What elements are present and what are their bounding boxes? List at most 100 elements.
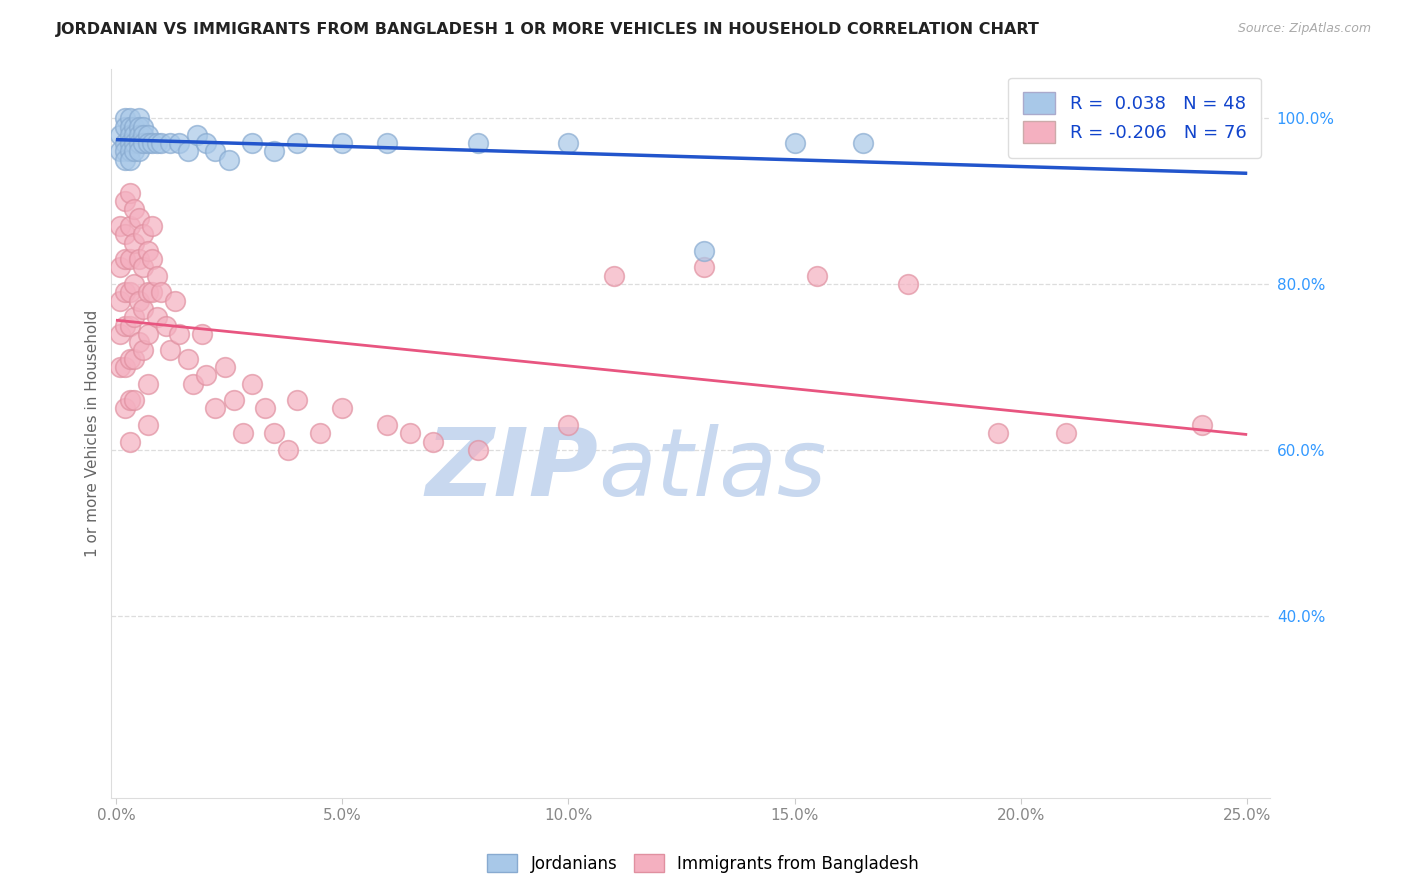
Point (177, 351, 200, 366)
Point (122, 128, 145, 142)
Point (602, 268, 624, 283)
Point (114, 194, 136, 209)
Point (163, 293, 186, 308)
Point (132, 260, 155, 275)
Text: atlas: atlas (598, 425, 827, 516)
Point (114, 227, 136, 242)
Point (128, 145, 150, 159)
Point (128, 128, 150, 142)
Point (128, 120, 150, 134)
Point (114, 136, 136, 150)
Point (277, 442, 299, 457)
Point (145, 310, 167, 325)
Point (110, 359, 132, 374)
Point (122, 310, 145, 325)
Point (136, 244, 159, 258)
Point (169, 136, 191, 150)
Point (285, 136, 308, 150)
Y-axis label: 1 or more Vehicles in Household: 1 or more Vehicles in Household (86, 310, 100, 557)
Point (118, 285, 141, 300)
Point (557, 136, 579, 150)
Point (330, 401, 353, 416)
Point (136, 376, 159, 391)
Point (204, 401, 226, 416)
Point (263, 426, 285, 441)
Point (128, 211, 150, 225)
Point (110, 145, 132, 159)
Point (118, 186, 141, 200)
Point (136, 417, 159, 432)
Point (145, 268, 167, 283)
Point (987, 426, 1010, 441)
Point (195, 136, 218, 150)
Point (110, 293, 132, 308)
Point (122, 120, 145, 134)
Point (110, 128, 132, 142)
Point (118, 252, 141, 267)
Text: JORDANIAN VS IMMIGRANTS FROM BANGLADESH 1 OR MORE VEHICLES IN HOUSEHOLD CORRELAT: JORDANIAN VS IMMIGRANTS FROM BANGLADESH … (56, 22, 1040, 37)
Point (114, 285, 136, 300)
Point (128, 335, 150, 350)
Point (330, 136, 353, 150)
Point (399, 426, 422, 441)
Point (136, 326, 159, 341)
Point (186, 128, 208, 142)
Point (114, 401, 136, 416)
Point (122, 277, 145, 291)
Point (693, 260, 716, 275)
Point (897, 277, 920, 291)
Point (1191, 417, 1213, 432)
Point (806, 268, 828, 283)
Point (195, 368, 218, 383)
Point (222, 393, 245, 408)
Point (141, 285, 163, 300)
Point (132, 120, 155, 134)
Point (118, 120, 141, 134)
Point (118, 318, 141, 333)
Point (114, 120, 136, 134)
Point (136, 285, 159, 300)
Point (128, 136, 150, 150)
Point (218, 153, 240, 167)
Point (128, 293, 150, 308)
Text: ZIP: ZIP (425, 424, 598, 516)
Point (132, 301, 155, 316)
Point (169, 326, 191, 341)
Point (122, 136, 145, 150)
Point (132, 343, 155, 358)
Point (128, 252, 150, 267)
Point (150, 285, 173, 300)
Point (214, 359, 236, 374)
Point (232, 426, 254, 441)
Point (122, 351, 145, 366)
Point (114, 112, 136, 126)
Point (145, 136, 167, 150)
Point (155, 318, 177, 333)
Point (114, 145, 136, 159)
Point (467, 442, 489, 457)
Point (377, 417, 399, 432)
Point (122, 235, 145, 250)
Point (783, 136, 806, 150)
Legend: R =  0.038   N = 48, R = -0.206   N = 76: R = 0.038 N = 48, R = -0.206 N = 76 (1008, 78, 1261, 158)
Point (118, 128, 141, 142)
Point (1054, 136, 1077, 150)
Point (159, 343, 181, 358)
Point (177, 145, 200, 159)
Point (557, 417, 579, 432)
Point (118, 145, 141, 159)
Point (136, 128, 159, 142)
Legend: Jordanians, Immigrants from Bangladesh: Jordanians, Immigrants from Bangladesh (481, 847, 925, 880)
Point (422, 434, 444, 449)
Point (191, 326, 214, 341)
Point (132, 227, 155, 242)
Point (128, 112, 150, 126)
Point (110, 326, 132, 341)
Point (122, 145, 145, 159)
Point (308, 426, 330, 441)
Text: Source: ZipAtlas.com: Source: ZipAtlas.com (1237, 22, 1371, 36)
Point (122, 393, 145, 408)
Point (122, 202, 145, 217)
Point (118, 351, 141, 366)
Point (110, 219, 132, 233)
